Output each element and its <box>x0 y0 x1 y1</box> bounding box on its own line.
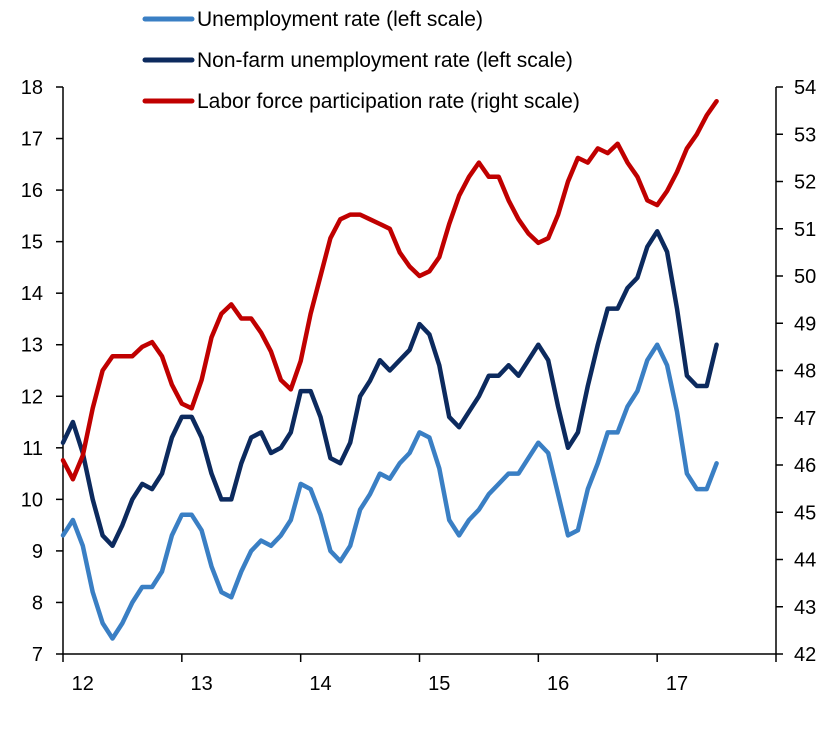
x-tick-label: 17 <box>666 673 688 695</box>
y-left-tick-label: 14 <box>21 283 43 305</box>
y-right-tick-label: 51 <box>794 219 816 241</box>
y-left-tick-label: 10 <box>21 489 43 511</box>
y-left-tick-label: 13 <box>21 335 43 357</box>
y-right-tick-label: 43 <box>794 597 816 619</box>
y-right-tick-label: 46 <box>794 455 816 477</box>
y-left-tick-label: 12 <box>21 386 43 408</box>
x-tick-label: 14 <box>309 673 331 695</box>
y-right-tick-label: 47 <box>794 408 816 430</box>
y-left-tick-label: 18 <box>21 77 43 99</box>
x-tick-label: 15 <box>428 673 450 695</box>
legend: Unemployment rate (left scale) Non-farm u… <box>142 8 580 113</box>
axis-ticks: 7 8 9 10 11 12 13 14 15 16 17 18 42 43 44 45 46 47 48 49 50 5… <box>21 77 817 695</box>
y-right-tick-label: 49 <box>794 313 816 335</box>
y-right-tick-label: 52 <box>794 172 816 194</box>
y-right-tick-label: 44 <box>794 550 816 572</box>
legend-label-2: Non-farm unemployment rate (left scale) <box>197 49 573 72</box>
legend-label-1: Unemployment rate (left scale) <box>197 8 483 31</box>
y-left-tick-label: 9 <box>32 541 43 563</box>
series-line-1 <box>60 342 719 641</box>
x-tick-label: 12 <box>72 673 94 695</box>
y-right-tick-label: 54 <box>794 77 816 99</box>
y-right-tick-label: 42 <box>794 644 816 666</box>
y-left-tick-label: 16 <box>21 180 43 202</box>
y-right-tick-label: 45 <box>794 502 816 524</box>
y-right-tick-label: 48 <box>794 361 816 383</box>
series-lines <box>60 98 719 641</box>
y-left-tick-label: 15 <box>21 232 43 254</box>
y-left-tick-label: 11 <box>22 438 43 460</box>
x-tick-label: 13 <box>191 673 213 695</box>
y-right-tick-label: 53 <box>794 124 816 146</box>
y-left-tick-label: 17 <box>21 129 43 151</box>
series-line-3 <box>60 98 719 482</box>
legend-label-3: Labor force participation rate (right sc… <box>197 90 580 113</box>
y-left-tick-label: 8 <box>32 592 43 614</box>
y-right-tick-label: 50 <box>794 266 816 288</box>
x-tick-label: 16 <box>547 673 569 695</box>
series-line-2 <box>60 229 719 549</box>
y-left-tick-label: 7 <box>32 644 43 666</box>
